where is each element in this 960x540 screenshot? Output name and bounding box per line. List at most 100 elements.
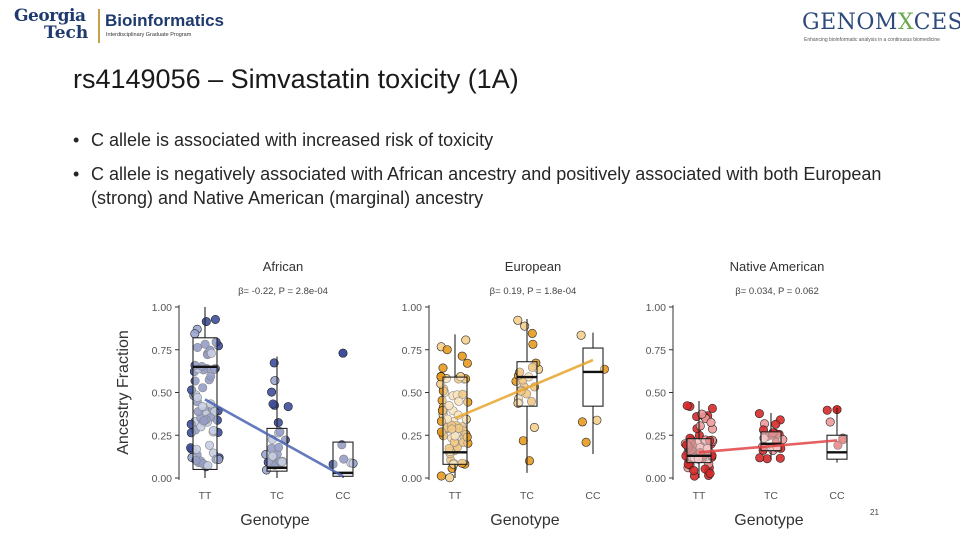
data-point [191, 444, 201, 454]
regression-line [454, 358, 594, 420]
x-tick-label: CC [585, 490, 601, 502]
x-tick-label: TC [764, 490, 778, 502]
box-iqr [332, 441, 354, 477]
data-point [457, 458, 467, 468]
regression-line [698, 439, 838, 454]
x-axis-label: Genotype [240, 512, 309, 529]
data-point [518, 436, 528, 446]
y-tick-label: 0.75 [152, 345, 173, 357]
data-point [445, 473, 455, 483]
y-tick-label: 0.50 [152, 388, 173, 400]
data-point [754, 409, 764, 419]
data-point [576, 330, 586, 340]
data-point [274, 442, 284, 452]
regression-line [204, 398, 344, 478]
panel-title: European [505, 259, 561, 274]
genomaces-tagline: Enhancing bioinformatic analysis in a co… [804, 37, 940, 43]
data-point [513, 398, 523, 408]
data-point [707, 403, 717, 413]
data-point [283, 402, 293, 412]
georgia-tech-logo: Georgia Tech Bioinformatics Interdiscipl… [10, 6, 225, 46]
genomaces-logo: GENOMXCES Enhancing bioinformatic analys… [800, 10, 960, 46]
data-point [462, 358, 472, 368]
x-axis-label: Genotype [734, 512, 803, 529]
data-point [187, 385, 197, 395]
y-tick-label: 0.50 [646, 388, 667, 400]
gt-logo-line1: Georgia [14, 6, 86, 26]
slide-number: 21 [870, 508, 879, 517]
data-point [277, 457, 287, 467]
data-point [513, 315, 523, 325]
data-point [208, 426, 218, 436]
data-point [442, 345, 452, 355]
box-iqr [826, 434, 848, 460]
x-tick-label: CC [335, 490, 351, 502]
data-point [206, 348, 216, 358]
y-tick-label: 0.75 [402, 345, 423, 357]
bullet-text: C allele is associated with increased ri… [91, 130, 494, 150]
data-point [759, 433, 769, 443]
box-iqr [266, 427, 288, 472]
gt-logo-line2: Tech [44, 23, 89, 43]
genomaces-word-pre: GENOM [802, 10, 898, 35]
y-tick-label: 1.00 [152, 302, 173, 314]
panel-title: African [263, 259, 303, 274]
data-point [205, 440, 215, 450]
data-point [592, 415, 602, 425]
data-point [454, 396, 464, 406]
bullet-dot: • [73, 164, 80, 184]
data-point [201, 317, 211, 327]
data-point [210, 315, 220, 325]
data-point [268, 399, 278, 409]
y-tick-label: 0.75 [646, 345, 667, 357]
x-tick-label: TC [520, 490, 534, 502]
data-point [775, 453, 785, 463]
bullet-dot: • [73, 130, 80, 150]
genomaces-word-post: CES [913, 10, 960, 35]
panel-stats: β= 0.19, P = 1.8e-04 [490, 286, 577, 297]
data-point [577, 417, 587, 427]
genomaces-word-x: X [897, 10, 914, 35]
data-point [444, 401, 454, 411]
data-point [825, 417, 835, 427]
x-tick-label: TT [449, 490, 462, 502]
data-point [762, 454, 772, 464]
x-tick-label: TC [270, 490, 284, 502]
data-point [822, 405, 832, 415]
data-point [200, 339, 210, 349]
data-point [529, 422, 539, 432]
data-point [461, 335, 471, 345]
x-axis-label: Genotype [490, 512, 559, 529]
data-point [463, 397, 473, 407]
panel-title: Native American [730, 259, 825, 274]
data-point [190, 329, 200, 339]
gt-logo-subtitle: Interdisciplinary Graduate Program [106, 32, 192, 38]
data-point [520, 321, 530, 331]
y-tick-label: 0.50 [402, 388, 423, 400]
panel-stats: β= 0.034, P = 0.062 [735, 286, 818, 297]
data-point [695, 421, 705, 431]
y-tick-label: 0.00 [402, 473, 423, 485]
y-tick-label: 0.25 [152, 430, 173, 442]
gt-logo-program: Bioinformatics [105, 11, 225, 30]
bullet-item: • C allele is negatively associated with … [73, 162, 893, 210]
data-point [833, 440, 843, 450]
y-axis-label: Ancestry Fraction [115, 330, 132, 454]
data-point [438, 363, 448, 373]
box-iqr [442, 376, 468, 465]
data-point [270, 376, 280, 386]
data-point [199, 416, 209, 426]
y-tick-label: 1.00 [646, 302, 667, 314]
data-point [682, 401, 692, 411]
data-point [269, 358, 279, 368]
data-point [447, 424, 457, 434]
x-tick-label: CC [829, 490, 845, 502]
ancestry-boxplot-figure: Ancestry Fraction African β= -0.22, P = 2.… [115, 259, 848, 529]
outlier-point [338, 348, 348, 358]
data-point [267, 387, 277, 397]
x-tick-label: TT [693, 490, 706, 502]
data-point [339, 454, 349, 464]
y-tick-label: 0.25 [402, 430, 423, 442]
data-point [461, 414, 471, 424]
data-point [771, 419, 781, 429]
